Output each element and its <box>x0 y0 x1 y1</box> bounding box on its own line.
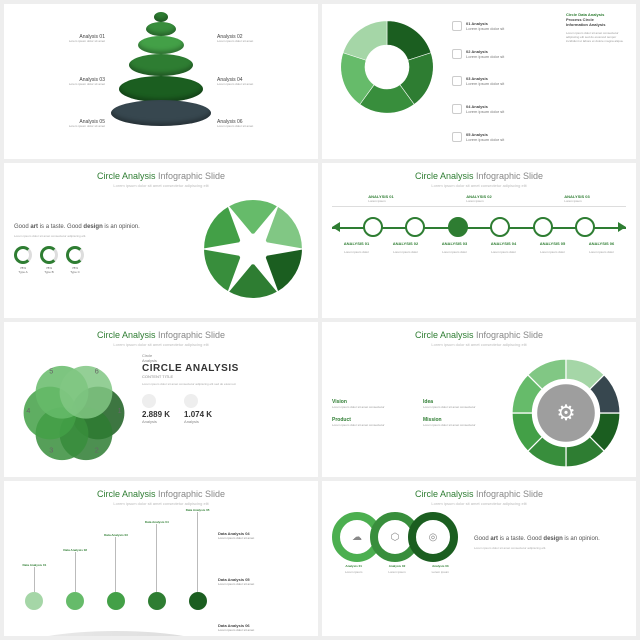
slide-gear: Circle Analysis Infographic Slide Lorem … <box>322 322 636 477</box>
mini-donut: 78%Type C <box>66 246 84 274</box>
svg-text:6: 6 <box>95 367 99 376</box>
dots-right-list: Data Analysis 04Lorem ipsum dolor sit am… <box>218 512 308 636</box>
donut-chart <box>332 12 442 122</box>
quad-item: IdeaLorem ipsum dolor sit amet consectet… <box>423 399 506 409</box>
aperture-chart <box>198 194 308 304</box>
cone-right-labels: Analysis 02Lorem ipsum dolor sit amet Ana… <box>211 12 308 151</box>
triple-circle: ◎ <box>408 512 458 562</box>
timeline-node <box>533 217 553 237</box>
donut-list-item: 01 AnalysisLorem ipsum dolor sit <box>452 21 566 31</box>
slide-cone: Analysis 01Lorem ipsum dolor sit amet Ana… <box>4 4 318 159</box>
gear-quads: VisionLorem ipsum dolor sit amet consect… <box>332 399 506 427</box>
slide-timeline: Circle Analysis Infographic Slide Lorem … <box>322 163 636 318</box>
donut-list-item: 02 AnalysisLorem ipsum dolor sit <box>452 49 566 59</box>
timeline-node <box>363 217 383 237</box>
triple-text: Good art is a taste. Good design is an o… <box>462 536 626 550</box>
flower-text: CircleAnalysis CIRCLE ANALYSIS CONTENT T… <box>134 353 308 473</box>
svg-text:4: 4 <box>26 406 30 415</box>
flower-chart: 1 2 3 4 5 6 <box>14 353 134 473</box>
gear-wheel-chart: ⚙ <box>506 353 626 473</box>
svg-text:5: 5 <box>49 367 53 376</box>
dots-right-item: Data Analysis 06Lorem ipsum dolor sit am… <box>218 623 308 632</box>
mini-donut: 78%Type B <box>40 246 58 274</box>
cone-label: Analysis 01Lorem ipsum dolor sit amet <box>14 34 105 44</box>
dot-node: Data Analysis 03 <box>104 533 128 612</box>
quad-item: MissionLorem ipsum dolor sit amet consec… <box>423 417 506 427</box>
cone-label: Analysis 02Lorem ipsum dolor sit amet <box>217 34 308 44</box>
slide-donut: 01 AnalysisLorem ipsum dolor sit 02 Analy… <box>322 4 636 159</box>
slide-triple-circles: Circle Analysis Infographic Slide Lorem … <box>322 481 636 636</box>
donut-list: 01 AnalysisLorem ipsum dolor sit 02 Analy… <box>442 12 566 151</box>
svg-text:1: 1 <box>118 406 122 415</box>
dot-node: Data Analysis 05 <box>186 508 210 612</box>
timeline-node <box>490 217 510 237</box>
dot-node: Data Analysis 04 <box>145 520 169 612</box>
cone-left-labels: Analysis 01Lorem ipsum dolor sit amet Ana… <box>14 12 111 151</box>
triple-circles: ☁⬡◎ <box>332 512 462 562</box>
slide-dots-timeline: Circle Analysis Infographic Slide Lorem … <box>4 481 318 636</box>
donut-list-item: 04 AnalysisLorem ipsum dolor sit <box>452 104 566 114</box>
timeline-node <box>575 217 595 237</box>
svg-text:2: 2 <box>95 445 99 454</box>
svg-text:⚙: ⚙ <box>556 400 575 425</box>
arrow-right-icon <box>618 222 626 232</box>
dots-right-item: Data Analysis 04Lorem ipsum dolor sit am… <box>218 531 308 540</box>
dots-chart: Data Analysis 01 Data Analysis 02 Data Ana… <box>14 512 218 636</box>
stat-block: 2.889 KAnalysis <box>142 394 170 424</box>
donut-list-item: 05 AnalysisLorem ipsum dolor sit <box>452 132 566 142</box>
arrow-left-icon <box>332 222 340 232</box>
quad-item: ProductLorem ipsum dolor sit amet consec… <box>332 417 415 427</box>
svg-text:3: 3 <box>49 445 53 454</box>
dot-node: Data Analysis 01 <box>23 563 47 612</box>
slide-flower: Circle Analysis Infographic Slide Lorem … <box>4 322 318 477</box>
donut-list-item: 03 AnalysisLorem ipsum dolor sit <box>452 76 566 86</box>
timeline-node <box>405 217 425 237</box>
cone-label: Analysis 03Lorem ipsum dolor sit amet <box>14 77 105 87</box>
dot-node: Data Analysis 02 <box>63 548 87 612</box>
slide-aperture: Circle Analysis Infographic Slide Lorem … <box>4 163 318 318</box>
dots-right-item: Data Analysis 05Lorem ipsum dolor sit am… <box>218 577 308 586</box>
cone-chart <box>111 12 211 122</box>
timeline-row <box>332 217 626 237</box>
donut-side-text: Circle Data Analysis Process Circle Info… <box>566 12 626 151</box>
stat-block: 1.074 KAnalysis <box>184 394 212 424</box>
cone-label: Analysis 04Lorem ipsum dolor sit amet <box>217 77 308 87</box>
cone-label: Analysis 06Lorem ipsum dolor sit amet <box>217 119 308 129</box>
cone-label: Analysis 05Lorem ipsum dolor sit amet <box>14 119 105 129</box>
quad-item: VisionLorem ipsum dolor sit amet consect… <box>332 399 415 409</box>
mini-donut: 78%Type A <box>14 246 32 274</box>
aperture-text: Good art is a taste. Good design is an o… <box>14 224 198 274</box>
timeline-node <box>448 217 468 237</box>
